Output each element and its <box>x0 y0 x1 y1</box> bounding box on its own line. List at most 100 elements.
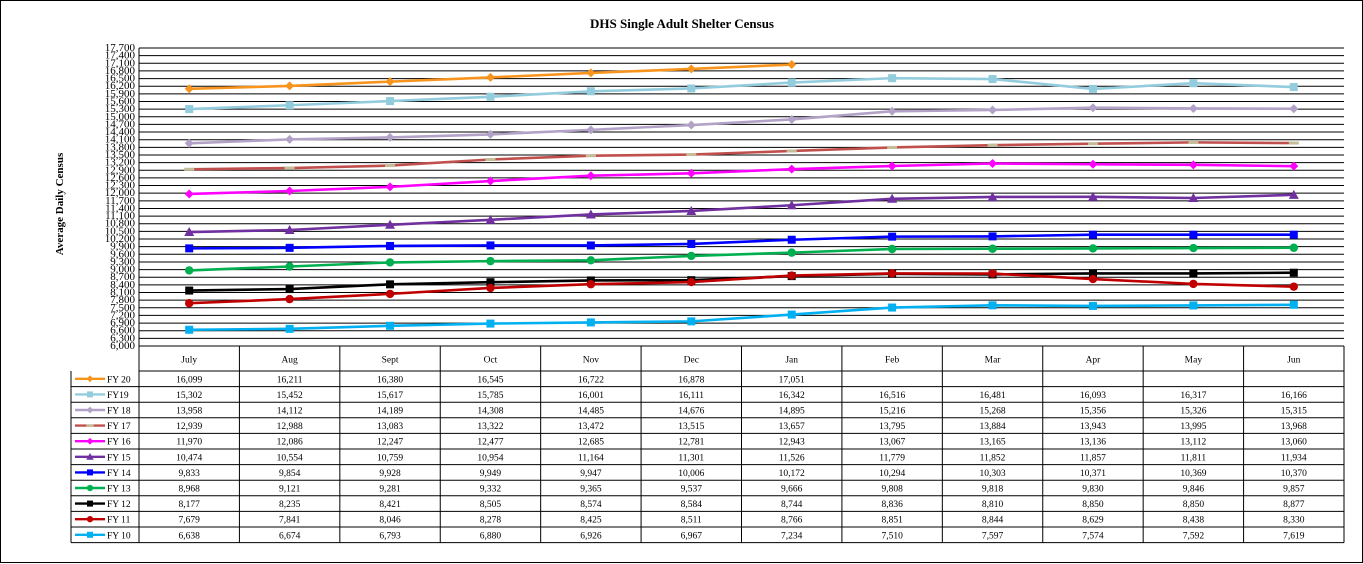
table-cell-value: 15,326 <box>1180 407 1206 417</box>
series-line <box>189 193 1294 234</box>
table-cell-value: 13,958 <box>176 407 202 417</box>
data-point <box>686 205 697 215</box>
table-cell-value: 15,452 <box>277 391 303 401</box>
data-point <box>185 105 194 114</box>
data-point <box>988 159 998 169</box>
x-tick-label: Jun <box>1287 356 1300 366</box>
y-tick-label: 8,100 <box>110 287 135 299</box>
table-cell-value: 7,619 <box>1283 531 1305 541</box>
data-point <box>687 84 696 93</box>
y-tick-label: 13,200 <box>105 157 136 169</box>
y-tick-label: 15,600 <box>105 95 136 107</box>
legend-key <box>75 516 105 523</box>
data-point <box>988 105 998 115</box>
series-fy-20 <box>184 60 797 94</box>
table-cell-value: 16,099 <box>176 375 202 385</box>
table-cell-value: 9,281 <box>379 485 401 495</box>
data-point <box>686 64 696 74</box>
series-line <box>189 162 1294 196</box>
legend-key <box>75 531 105 538</box>
data-point <box>1189 279 1198 289</box>
data-table: July Aug Sept Oct Nov Dec Jan Feb Mar Apr May Jun FY… <box>70 345 1345 544</box>
table-cell-value: 12,988 <box>277 422 303 432</box>
table-cell-value: 13,083 <box>377 422 403 432</box>
data-point <box>1189 79 1198 88</box>
table-cell-value: 10,954 <box>477 453 503 463</box>
data-point <box>486 241 495 250</box>
table-cell-value: 10,370 <box>1281 469 1307 479</box>
table-cell-value: 6,967 <box>681 531 703 541</box>
data-point <box>1088 159 1098 169</box>
data-point <box>585 209 596 219</box>
table-cell-value: 16,878 <box>678 375 704 385</box>
table-cell-value: 9,121 <box>279 485 301 495</box>
data-point <box>687 251 696 261</box>
data-point <box>486 283 495 293</box>
table-cell-value: 10,371 <box>1080 469 1106 479</box>
data-point <box>1088 274 1098 284</box>
table-cell-value: 8,421 <box>379 500 401 510</box>
data-point <box>486 319 495 328</box>
x-tick-label: Feb <box>885 356 900 366</box>
data-point <box>686 120 696 130</box>
table-cell-value: 12,943 <box>779 438 805 448</box>
data-point <box>285 324 294 333</box>
data-point <box>386 280 395 289</box>
y-tick-label: 8,700 <box>110 271 135 283</box>
table-cell-value: 9,666 <box>781 485 803 495</box>
y-tick-label: 12,900 <box>105 164 136 176</box>
x-tick-label: Aug <box>281 356 298 366</box>
data-point <box>586 68 596 78</box>
data-point <box>586 171 596 181</box>
y-tick-label: 14,100 <box>105 134 136 146</box>
table-cell-value: 11,164 <box>578 453 604 463</box>
data-point <box>485 214 496 224</box>
data-point <box>988 232 997 241</box>
legend-key-marker <box>86 516 94 523</box>
legend-entry: FY 14 <box>107 469 131 479</box>
table-cell-value: 14,308 <box>477 407 503 417</box>
table-cell-value: 15,785 <box>477 391 503 401</box>
data-point <box>887 161 897 171</box>
data-point <box>385 182 395 192</box>
data-point <box>787 114 797 124</box>
data-point <box>787 248 796 257</box>
data-point <box>887 193 898 203</box>
y-tick-label: 12,000 <box>105 187 136 199</box>
table-cell-value: 7,510 <box>881 531 903 541</box>
data-point <box>988 75 997 84</box>
data-point <box>787 235 796 244</box>
legend-key-marker <box>87 500 93 507</box>
data-point <box>1188 192 1199 202</box>
data-point <box>787 78 796 87</box>
data-point <box>285 186 295 196</box>
table-cell-value: 6,638 <box>179 531 201 541</box>
y-tick-label: 13,500 <box>105 149 136 161</box>
data-point <box>285 262 294 271</box>
table-cell-value: 11,970 <box>176 438 202 448</box>
y-tick-label: 11,100 <box>105 210 135 222</box>
table-cell-value: 7,597 <box>982 531 1004 541</box>
y-tick-label: 16,500 <box>105 73 136 85</box>
table-cell-value: 9,365 <box>580 485 602 495</box>
table-cell-value: 8,744 <box>781 500 803 510</box>
table-cell-value: 13,795 <box>879 422 905 432</box>
table-cell-value: 13,968 <box>1281 422 1307 432</box>
table-cell-value: 11,857 <box>1080 453 1106 463</box>
data-point <box>1289 243 1298 252</box>
y-tick-label: 10,200 <box>105 233 136 245</box>
table-cell-value: 7,592 <box>1183 531 1205 541</box>
table-cell-value: 12,477 <box>477 438 503 448</box>
y-tick-label: 10,800 <box>105 218 136 230</box>
x-tick-label: Sept <box>382 356 399 366</box>
table-cell-value: 14,895 <box>779 407 805 417</box>
data-point <box>485 72 495 82</box>
table-cell-value: 13,060 <box>1281 438 1307 448</box>
y-tick-label: 11,700 <box>105 195 135 207</box>
legend-key-marker <box>87 469 93 476</box>
table-cell-value: 15,268 <box>979 407 1005 417</box>
table-cell-value: 8,511 <box>681 516 702 526</box>
series-fy19 <box>185 74 1298 114</box>
